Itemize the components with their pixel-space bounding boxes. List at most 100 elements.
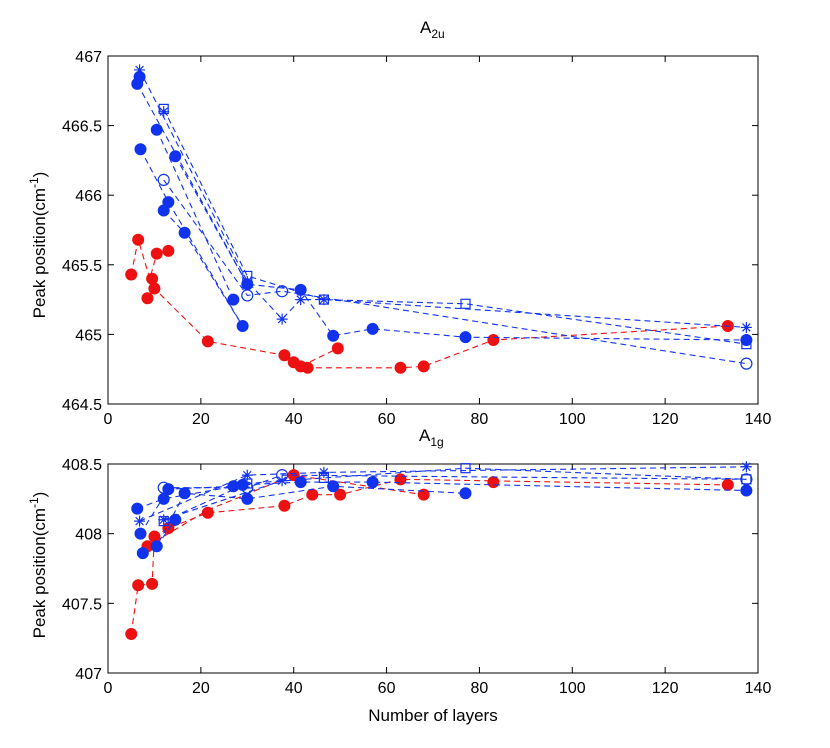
top-point-blue-stars	[276, 313, 288, 325]
top-point-blue-filled-circles	[169, 150, 182, 163]
top-x-tick-label: 100	[559, 411, 586, 428]
top-series-line-blue-squares	[163, 108, 747, 345]
bottom-point-red-filled-circles	[334, 488, 347, 501]
top-point-red-filled-circles	[150, 247, 163, 260]
bottom-point-red-filled-circles	[148, 530, 161, 543]
bottom-x-tick-label: 100	[559, 680, 586, 697]
top-point-blue-filled-circles	[459, 331, 472, 344]
top-series-line-blue-filled-circles	[156, 129, 234, 300]
top-point-blue-stars	[295, 294, 307, 306]
top-x-tick-label: 140	[745, 411, 772, 428]
bottom-point-blue-open-circles	[241, 481, 254, 494]
bottom-point-red-filled-circles	[278, 499, 291, 512]
bottom-point-blue-open-circles	[276, 469, 289, 482]
top-point-blue-stars	[241, 276, 253, 288]
top-point-blue-filled-circles	[227, 293, 240, 306]
top-chart-ylabel: Peak position(cm-1)	[27, 172, 49, 319]
bottom-point-red-filled-circles	[306, 488, 319, 501]
top-point-blue-filled-circles	[178, 226, 191, 239]
bottom-series-line-blue-stars	[163, 480, 283, 521]
top-chart-title: A2u	[420, 18, 445, 41]
bottom-point-red-filled-circles	[146, 577, 159, 590]
top-point-blue-squares	[318, 294, 329, 305]
bottom-point-blue-stars	[318, 466, 330, 478]
top-point-red-filled-circles	[125, 268, 138, 281]
top-point-blue-filled-circles	[236, 320, 249, 333]
top-point-blue-squares	[741, 339, 752, 350]
top-point-blue-open-circles	[740, 357, 753, 370]
top-y-tick-label: 465.5	[62, 258, 102, 275]
top-point-blue-stars	[158, 106, 170, 118]
bottom-point-blue-open-circles	[740, 473, 753, 486]
top-point-red-filled-circles	[417, 360, 430, 373]
bottom-x-tick-label: 20	[192, 680, 210, 697]
bottom-point-red-filled-circles	[417, 488, 430, 501]
bottom-x-tick-label: 0	[104, 680, 113, 697]
bottom-point-red-filled-circles	[487, 476, 500, 489]
bottom-point-blue-filled-circles	[134, 527, 147, 540]
bottom-y-tick-label: 407.5	[62, 596, 102, 613]
top-point-red-filled-circles	[331, 342, 344, 355]
top-point-blue-open-circles	[276, 285, 289, 298]
bottom-axes-frame	[107, 463, 759, 674]
top-x-tick-label: 60	[378, 411, 396, 428]
top-point-blue-stars	[740, 321, 752, 333]
top-point-blue-filled-circles	[134, 143, 147, 156]
bottom-x-tick-label: 120	[652, 680, 679, 697]
bottom-point-red-filled-circles	[132, 579, 145, 592]
bottom-point-blue-filled-circles	[169, 513, 182, 526]
top-series-line-blue-filled-circles	[174, 155, 248, 285]
bottom-point-blue-filled-circles	[178, 487, 191, 500]
bottom-series-line-red-filled-circles	[147, 474, 424, 547]
top-point-blue-stars	[318, 294, 330, 306]
bottom-chart-xlabel: Number of layers	[368, 706, 497, 725]
bottom-x-tick-label: 40	[285, 680, 303, 697]
bottom-series-line-blue-stars	[139, 466, 747, 522]
bottom-series-line-red-filled-circles	[130, 478, 728, 635]
top-x-tick-label: 80	[471, 411, 489, 428]
bottom-point-blue-squares	[318, 472, 329, 484]
top-series-line-red-filled-circles	[130, 239, 158, 281]
bottom-point-blue-squares	[460, 463, 471, 474]
top-point-red-filled-circles	[146, 272, 159, 285]
top-y-tick-label: 465	[75, 327, 102, 344]
bottom-point-blue-filled-circles	[136, 547, 149, 560]
bottom-point-blue-filled-circles	[131, 502, 144, 515]
top-point-red-filled-circles	[301, 361, 314, 374]
top-point-blue-filled-circles	[150, 123, 163, 136]
bottom-series-line-blue-open-circles	[163, 474, 747, 489]
top-point-blue-squares	[460, 298, 471, 309]
bottom-point-blue-filled-circles	[241, 492, 254, 505]
top-x-tick-label: 0	[104, 411, 113, 428]
bottom-point-blue-filled-circles	[459, 487, 472, 500]
top-axes-frame	[107, 55, 759, 405]
top-point-blue-stars	[134, 64, 146, 76]
top-series-line-blue-stars	[139, 69, 747, 328]
top-chart-group: 0 20 40 60 80 100 120 140 464.5 465 465.5 466 466.5 4…	[62, 49, 771, 428]
bottom-point-blue-filled-circles	[740, 484, 753, 497]
top-point-red-filled-circles	[487, 333, 500, 346]
top-series-line-blue-filled-circles	[140, 149, 244, 327]
bottom-chart-ylabel: Peak position(cm-1)	[27, 492, 49, 639]
bottom-series-line-blue-squares	[163, 467, 747, 522]
top-y-tick-label: 464.5	[62, 397, 102, 414]
bottom-chart-title: A1g	[419, 426, 444, 449]
top-x-tick-label: 120	[652, 411, 679, 428]
bottom-point-red-filled-circles	[721, 478, 734, 491]
top-point-red-filled-circles	[278, 349, 291, 362]
top-point-red-filled-circles	[141, 292, 154, 305]
top-point-blue-open-circles	[157, 173, 170, 186]
top-x-tick-label: 40	[285, 411, 303, 428]
bottom-x-tick-label: 140	[745, 680, 772, 697]
bottom-point-blue-stars	[740, 461, 752, 473]
top-point-red-filled-circles	[394, 361, 407, 374]
bottom-y-tick-label: 408	[75, 527, 102, 544]
bottom-point-red-filled-circles	[125, 627, 138, 640]
bottom-point-red-filled-circles	[201, 506, 214, 519]
top-point-red-filled-circles	[148, 282, 161, 295]
bottom-point-blue-filled-circles	[294, 476, 307, 489]
bottom-point-blue-stars	[134, 515, 146, 527]
top-x-tick-label: 20	[192, 411, 210, 428]
top-point-blue-open-circles	[241, 289, 254, 302]
